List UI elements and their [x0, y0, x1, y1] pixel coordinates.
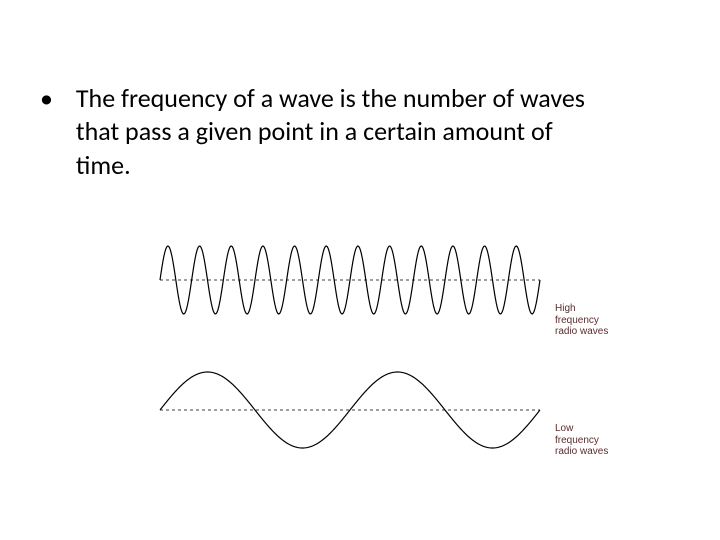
bullet-marker: • [40, 82, 70, 115]
bullet-body: The frequency of a wave is the number of… [76, 82, 596, 182]
low-label-line2: frequency [555, 435, 599, 446]
low-label-line1: Low [555, 423, 573, 434]
low-label-line3: radio waves [555, 446, 608, 457]
high-label-line1: High [555, 303, 576, 314]
wave-diagram: High frequency radio waves Low frequency… [140, 225, 640, 485]
high-label-line2: frequency [555, 315, 599, 326]
high-frequency-label: High frequency radio waves [555, 303, 608, 338]
high-label-line3: radio waves [555, 326, 608, 337]
bullet-definition: • The frequency of a wave is the number … [40, 82, 600, 182]
low-frequency-label: Low frequency radio waves [555, 423, 608, 458]
